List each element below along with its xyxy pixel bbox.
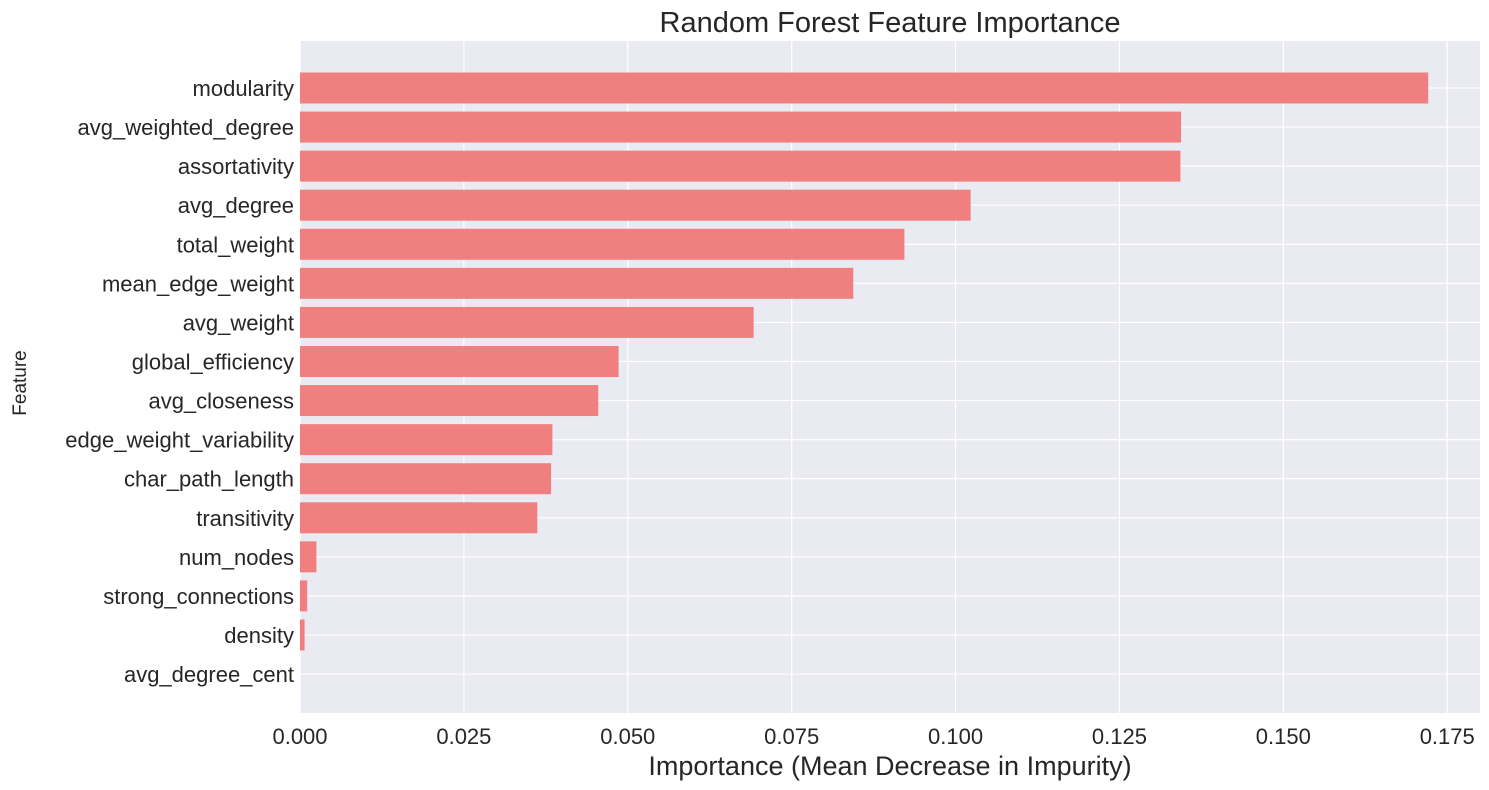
x-tick-label: 0.075 xyxy=(764,724,819,749)
x-tick-label: 0.150 xyxy=(1256,724,1311,749)
x-tick-labels: 0.000 0.025 0.050 0.075 0.100 0.125 0.150 0.175 xyxy=(272,724,1474,749)
x-axis-label: Importance (Mean Decrease in Impurity) xyxy=(648,751,1131,781)
x-tick-label: 0.050 xyxy=(600,724,655,749)
y-tick-label: avg_degree xyxy=(178,193,294,218)
bar-global-efficiency xyxy=(300,345,619,377)
y-tick-label: avg_weighted_degree xyxy=(77,115,294,140)
bar-char-path-length xyxy=(300,463,552,495)
y-tick-label: char_path_length xyxy=(124,467,294,492)
x-tick-label: 0.100 xyxy=(928,724,983,749)
bar-assortativity xyxy=(300,150,1181,182)
y-tick-label: global_efficiency xyxy=(132,349,294,374)
y-tick-label: total_weight xyxy=(177,232,294,257)
y-tick-label: avg_closeness xyxy=(148,389,294,414)
x-tick-label: 0.125 xyxy=(1092,724,1147,749)
y-tick-label: transitivity xyxy=(196,506,294,531)
bar-transitivity xyxy=(300,502,538,534)
bar-avg-weight xyxy=(300,306,754,338)
x-tick-label: 0.025 xyxy=(436,724,491,749)
bar-total-weight xyxy=(300,228,905,260)
x-tick-label: 0.000 xyxy=(272,724,327,749)
chart-title: Random Forest Feature Importance xyxy=(660,7,1121,39)
y-tick-label: num_nodes xyxy=(179,545,294,570)
y-tick-labels: modularity avg_weighted_degree assortativi… xyxy=(65,76,294,687)
bar-avg-closeness xyxy=(300,385,599,417)
y-tick-label: density xyxy=(224,623,294,648)
bar-edge-weight-variability xyxy=(300,424,553,456)
y-tick-label: mean_edge_weight xyxy=(102,271,294,296)
bar-avg-degree xyxy=(300,189,971,221)
bar-modularity xyxy=(300,72,1429,104)
y-tick-label: avg_degree_cent xyxy=(124,662,294,687)
bar-avg-weighted-degree xyxy=(300,111,1182,143)
y-axis-label: Feature xyxy=(10,350,31,415)
y-tick-label: avg_weight xyxy=(183,310,294,335)
bar-strong-connections xyxy=(300,580,308,612)
bar-mean-edge-weight xyxy=(300,267,854,299)
bars xyxy=(300,72,1429,651)
y-tick-label: modularity xyxy=(193,76,294,101)
y-tick-label: edge_weight_variability xyxy=(65,428,294,453)
bar-num-nodes xyxy=(300,541,317,573)
x-tick-label: 0.175 xyxy=(1420,724,1475,749)
bar-density xyxy=(300,619,305,651)
y-tick-label: strong_connections xyxy=(103,584,294,609)
y-tick-label: assortativity xyxy=(178,154,294,179)
